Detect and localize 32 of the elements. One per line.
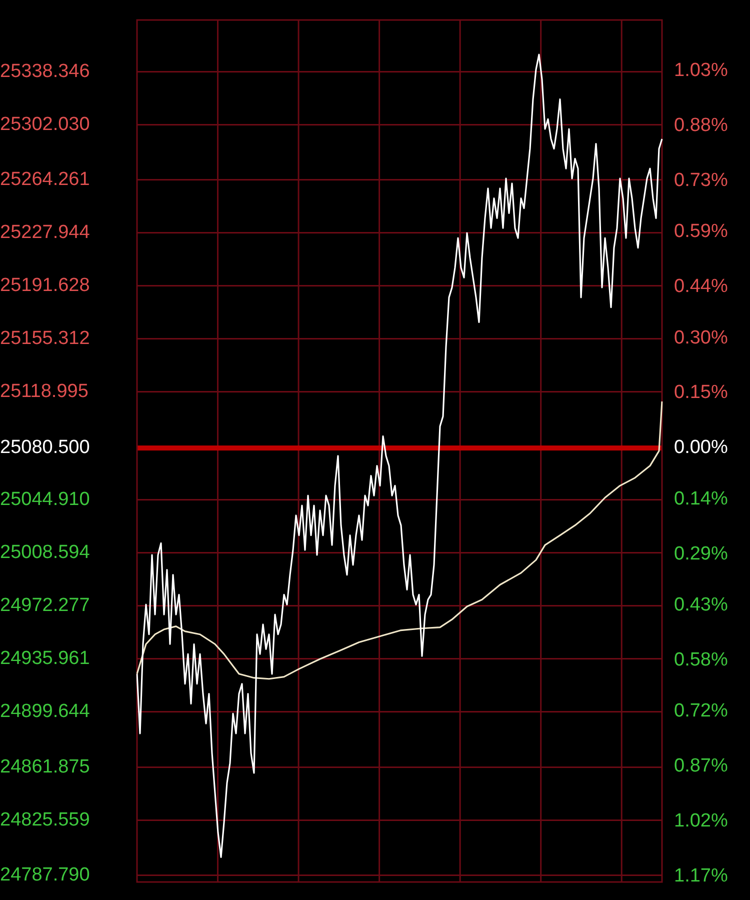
y-tick-label: 25080.500	[0, 437, 90, 458]
y-tick-label: 24935.961	[0, 648, 90, 670]
y-tick-label: 25008.594	[0, 542, 90, 564]
y-tick-label: 25227.944	[0, 222, 90, 244]
y-tick-label: 25264.261	[0, 169, 90, 190]
y-tick-label: 24861.875	[0, 756, 90, 778]
y2-tick-label: 1.03%	[674, 60, 728, 82]
y2-tick-label: 0.59%	[674, 221, 728, 242]
y2-tick-label: 1.02%	[674, 810, 728, 832]
y-tick-label: 24899.644	[0, 701, 90, 722]
y-tick-label: 24825.559	[0, 809, 90, 830]
y-tick-label: 25338.346	[0, 60, 90, 82]
y2-tick-label: 0.14%	[674, 488, 728, 510]
y-tick-label: 25118.995	[0, 381, 88, 402]
y2-tick-label: 0.73%	[674, 170, 728, 191]
y2-tick-label: 1.17%	[674, 865, 728, 886]
y-tick-label: 24972.277	[0, 595, 90, 616]
y2-tick-label: 0.15%	[674, 382, 728, 404]
y2-tick-label: 0.00%	[674, 437, 728, 458]
y2-tick-label: 0.88%	[674, 115, 728, 136]
y2-tick-label: 0.58%	[674, 649, 728, 670]
y-tick-label: 24787.790	[0, 864, 90, 886]
y2-tick-label: 0.87%	[674, 756, 728, 777]
y2-tick-label: 0.29%	[674, 543, 728, 564]
y-tick-label: 25155.312	[0, 328, 90, 350]
y-tick-label: 25044.910	[0, 489, 90, 510]
y2-tick-label: 0.43%	[674, 594, 728, 616]
y2-tick-label: 0.30%	[674, 327, 728, 348]
y2-tick-label: 0.44%	[674, 276, 728, 298]
y2-tick-label: 0.72%	[674, 700, 728, 722]
y-tick-label: 25191.628	[0, 275, 90, 296]
y-tick-label: 25302.030	[0, 114, 90, 135]
